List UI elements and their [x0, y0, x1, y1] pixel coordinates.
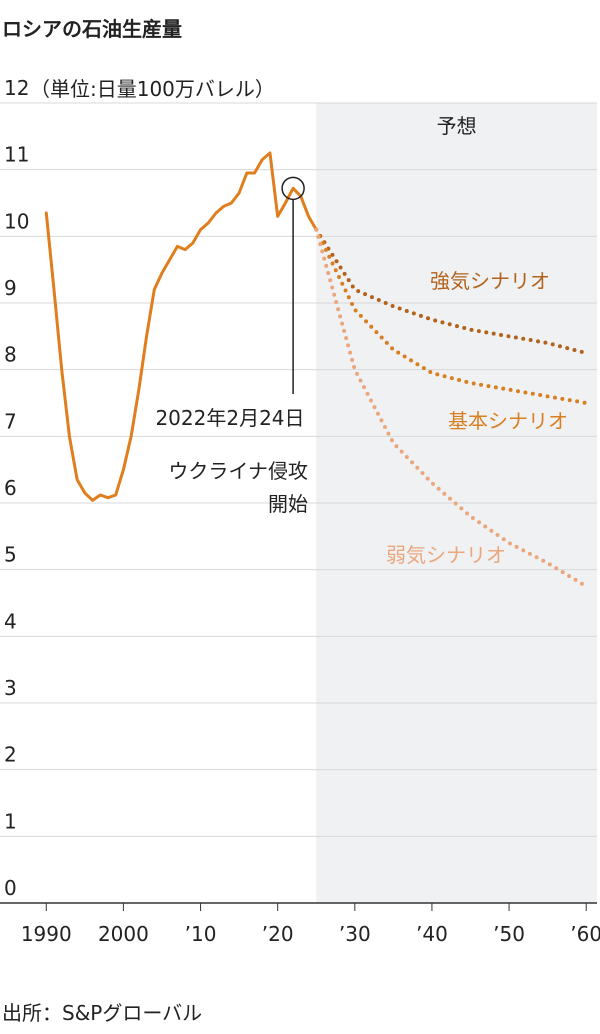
- x-tick-label: ’30: [339, 922, 371, 946]
- legend-label: 基本シナリオ: [448, 409, 568, 433]
- x-tick-label: ’50: [493, 922, 525, 946]
- source: 出所：S&Pグローバル: [2, 1001, 202, 1025]
- series-line: [314, 227, 589, 355]
- legend-label: 弱気シナリオ: [386, 543, 506, 567]
- chart-title: ロシアの石油生産量: [2, 17, 182, 41]
- y-tick-label: 1: [4, 809, 17, 833]
- x-tick-label: ’10: [185, 922, 217, 946]
- x-tick-label: 1990: [21, 922, 72, 946]
- x-tick-label: ’20: [262, 922, 294, 946]
- y-tick-label: 7: [4, 409, 17, 433]
- y-tick-label: 8: [4, 343, 17, 367]
- legend-label: 強気シナリオ: [430, 269, 550, 293]
- y-axis-label: （単位:日量100万バレル）: [30, 77, 275, 101]
- y-tick-label: 12: [4, 76, 29, 100]
- y-tick-label: 6: [4, 476, 17, 500]
- x-tick-label: 2000: [98, 922, 149, 946]
- series-line: [314, 227, 589, 405]
- event-date: 2022年2月24日: [155, 406, 304, 430]
- y-tick-label: 2: [4, 743, 17, 767]
- y-tick-label: 0: [4, 876, 17, 900]
- x-tick-label: ’60: [570, 922, 600, 946]
- event-label: 開始: [268, 492, 308, 516]
- event-label: ウクライナ侵攻: [168, 459, 308, 483]
- series-line: [314, 227, 589, 589]
- y-tick-label: 11: [4, 143, 29, 167]
- x-tick-label: ’40: [416, 922, 448, 946]
- series-line: [44, 151, 318, 502]
- y-tick-label: 3: [4, 676, 17, 700]
- y-tick-label: 4: [4, 609, 17, 633]
- y-tick-label: 9: [4, 276, 17, 300]
- y-tick-label: 5: [4, 543, 17, 567]
- forecast-label: 予想: [437, 114, 477, 138]
- y-tick-label: 10: [4, 209, 29, 233]
